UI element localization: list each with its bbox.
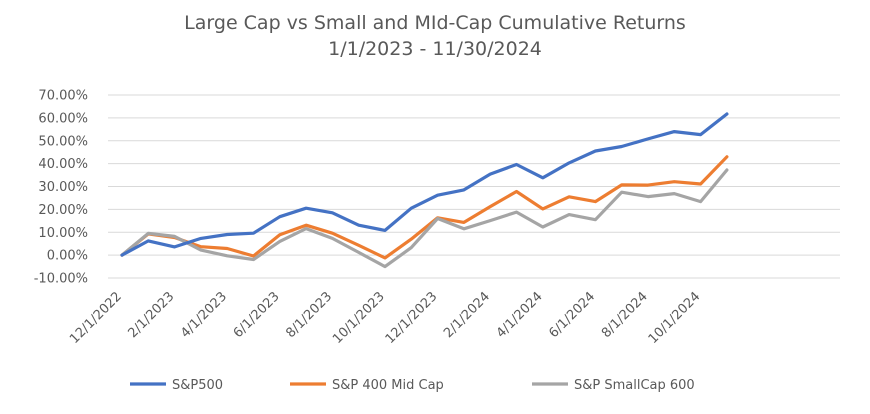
x-tick-label: 4/1/2024 [494, 289, 546, 341]
x-tick-label: 8/1/2023 [283, 289, 335, 341]
legend-label: S&P SmallCap 600 [574, 378, 695, 393]
y-tick-label: 70.00% [38, 89, 88, 104]
gridlines [108, 94, 840, 279]
x-tick-label: 8/1/2024 [599, 289, 651, 341]
x-tick-label: 6/1/2024 [546, 289, 598, 341]
legend-label: S&P500 [172, 378, 223, 393]
x-axis-tick-labels: 12/1/2022 2/1/2023 4/1/2023 6/1/2023 8/1/202… [67, 289, 703, 347]
x-tick-label: 12/1/2023 [383, 289, 441, 347]
y-axis-tick-labels: -10.00% 0.00% 10.00% 20.00% 30.00% 40.00% 50.0… [34, 89, 88, 287]
x-tick-label: 12/1/2022 [67, 289, 125, 347]
chart-subtitle: 1/1/2023 - 11/30/2024 [328, 38, 542, 60]
legend: S&P500 S&P 400 Mid Cap S&P SmallCap 600 [130, 378, 695, 393]
x-tick-label: 10/1/2024 [646, 289, 704, 347]
legend-label: S&P 400 Mid Cap [332, 378, 444, 393]
series-lines [120, 112, 729, 269]
x-tick-label: 2/1/2024 [441, 289, 493, 341]
y-tick-label: 10.00% [38, 226, 88, 241]
x-tick-label: 6/1/2023 [231, 289, 283, 341]
y-tick-label: 0.00% [47, 249, 88, 264]
series-line-2 [120, 155, 729, 260]
y-tick-label: 30.00% [38, 180, 88, 195]
chart-title-block: Large Cap vs Small and MId-Cap Cumulativ… [0, 10, 870, 62]
series-line-1 [120, 112, 729, 257]
chart-title: Large Cap vs Small and MId-Cap Cumulativ… [184, 12, 686, 34]
x-tick-label: 4/1/2023 [178, 289, 230, 341]
y-tick-label: -10.00% [34, 272, 88, 287]
y-tick-label: 50.00% [38, 134, 88, 149]
y-tick-label: 40.00% [38, 157, 88, 172]
y-tick-label: 20.00% [38, 203, 88, 218]
x-tick-label: 10/1/2023 [330, 289, 388, 347]
x-tick-label: 2/1/2023 [126, 289, 178, 341]
y-tick-label: 60.00% [38, 111, 88, 126]
series-line-3 [120, 168, 729, 269]
